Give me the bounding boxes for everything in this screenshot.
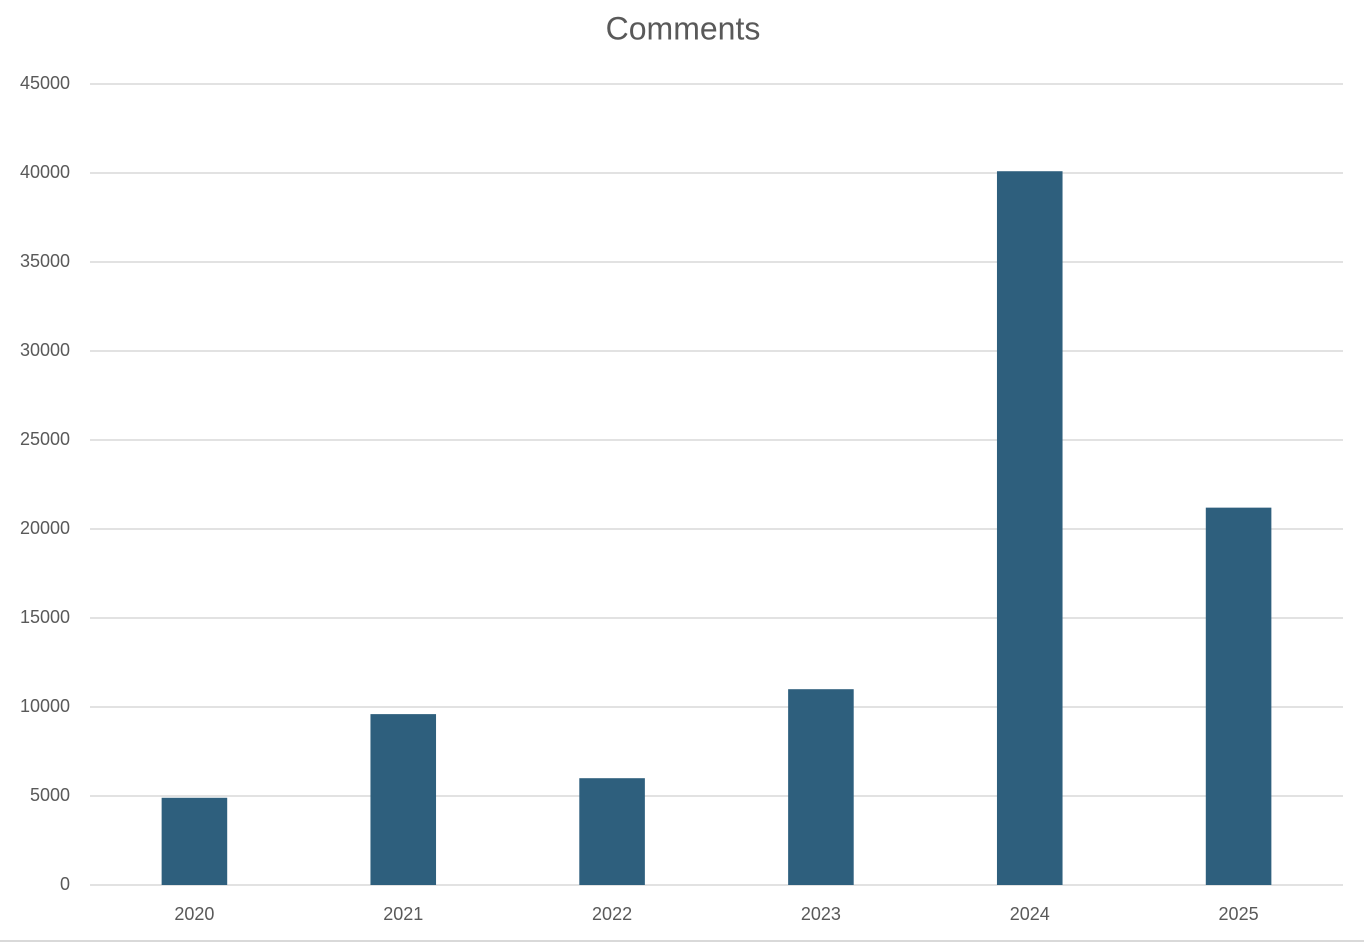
- x-tick-label: 2024: [1010, 904, 1050, 924]
- y-tick-label: 15000: [20, 607, 70, 627]
- chart-title: Comments: [606, 10, 761, 46]
- bar: [370, 714, 437, 885]
- x-tick-label: 2020: [174, 904, 214, 924]
- x-tick-label: 2022: [592, 904, 632, 924]
- bar: [1205, 507, 1272, 885]
- y-tick-label: 5000: [30, 785, 70, 805]
- bar: [788, 689, 854, 885]
- y-tick-label: 25000: [20, 429, 70, 449]
- y-tick-label: 40000: [20, 162, 70, 182]
- y-tick-label: 20000: [20, 518, 70, 538]
- bar: [996, 171, 1063, 886]
- bar: [161, 797, 228, 885]
- y-tick-label: 45000: [20, 73, 70, 93]
- x-tick-label: 2025: [1219, 904, 1259, 924]
- x-tick-label: 2023: [801, 904, 841, 924]
- y-tick-label: 10000: [20, 696, 70, 716]
- y-tick-label: 30000: [20, 340, 70, 360]
- y-tick-label: 35000: [20, 251, 70, 271]
- bar: [579, 778, 645, 885]
- y-tick-label: 0: [60, 874, 70, 894]
- x-tick-label: 2021: [383, 904, 423, 924]
